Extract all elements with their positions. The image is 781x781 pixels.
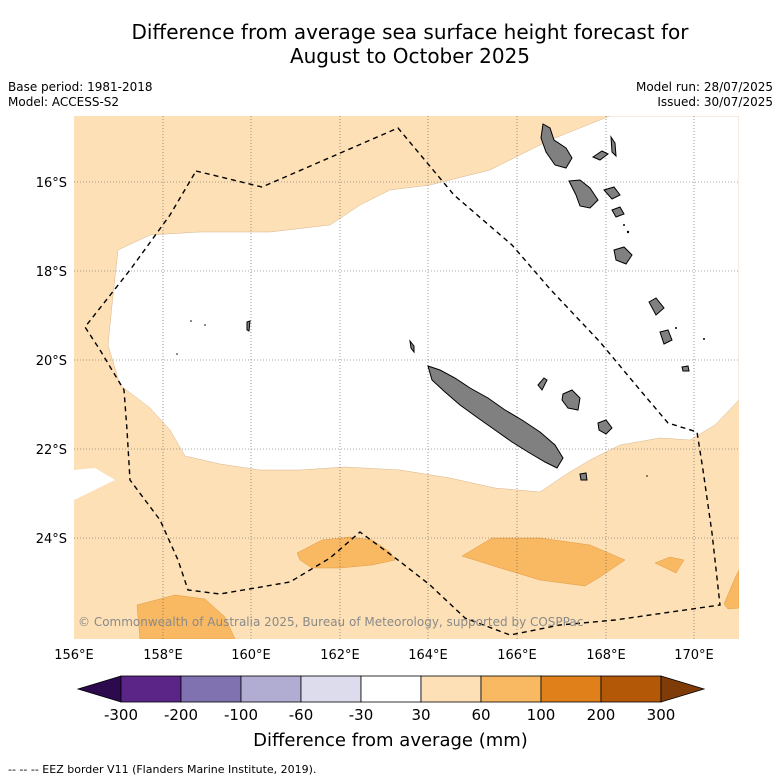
colorbar-swatch-6 <box>420 675 482 703</box>
map-title: Difference from average sea surface heig… <box>60 20 760 68</box>
islet-2 <box>623 224 625 226</box>
meta-left: Base period: 1981-2018 Model: ACCESS-S2 <box>8 80 153 110</box>
vanuatu-erromango <box>648 297 665 316</box>
vanuatu-tanna <box>659 329 673 345</box>
islet-1 <box>626 230 630 234</box>
lat-label-18s: 18°S <box>36 265 67 280</box>
lon-label-166e: 166°E <box>497 648 537 663</box>
colorbar-swatch-7 <box>480 675 542 703</box>
colorbar-ticks: -300 -200 -100 -60 -30 30 60 100 200 300 <box>104 706 675 724</box>
loyalty-island-lifou <box>561 389 581 411</box>
colorbar-swatch-8 <box>540 675 602 703</box>
anomaly-band-near-zero-2 <box>74 468 115 500</box>
colorbar-tick-4: -60 <box>289 706 314 724</box>
model-name: Model: ACCESS-S2 <box>8 95 120 109</box>
vanuatu-efate <box>613 246 633 265</box>
anomaly-band-60-100-c <box>654 556 685 574</box>
anomaly-band-60-100-e <box>136 594 236 639</box>
vanuatu-aneityum <box>681 365 690 372</box>
islet-7 <box>176 353 178 355</box>
colorbar-tick-8: 100 <box>527 706 556 724</box>
title-line-1: Difference from average sea surface heig… <box>131 20 689 44</box>
colorbar-swatch-1 <box>120 675 182 703</box>
eez-legend-note: -- -- -- EEZ border V11 (Flanders Marine… <box>8 763 317 776</box>
lon-label-162e: 162°E <box>320 648 360 663</box>
isle-of-pines <box>579 472 588 481</box>
colorbar-over-arrow <box>660 675 706 703</box>
lon-label-158e: 158°E <box>143 648 183 663</box>
islet-3 <box>675 327 677 329</box>
model-run: Model run: 28/07/2025 <box>635 80 773 94</box>
lon-label-164e: 164°E <box>408 648 448 663</box>
anomaly-band-60-100-a <box>296 536 396 569</box>
meta-right: Model run: 28/07/2025 Issued: 30/07/2025 <box>636 80 773 110</box>
lon-label-160e: 160°E <box>231 648 271 663</box>
lon-label-170e: 170°E <box>674 648 714 663</box>
lat-label-24s: 24°S <box>36 532 67 547</box>
islet-4 <box>703 338 705 340</box>
vanuatu-ambae <box>591 150 609 161</box>
lat-label-16s: 16°S <box>36 176 67 191</box>
vanuatu-espiritu-santo <box>540 123 573 169</box>
map-area: © Commonwealth of Australia 2025, Bureau… <box>74 116 739 639</box>
islet-5 <box>190 320 192 322</box>
colorbar-swatch-2 <box>180 675 242 703</box>
colorbar-tick-6: 30 <box>411 706 430 724</box>
vanuatu-malekula <box>568 179 599 209</box>
title-line-2: August to October 2025 <box>289 44 531 68</box>
base-period: Base period: 1981-2018 <box>8 80 153 94</box>
chesterfield-reef <box>246 320 251 332</box>
colorbar-tick-10: 300 <box>647 706 676 724</box>
colorbar-tick-7: 60 <box>471 706 490 724</box>
colorbar <box>76 675 706 703</box>
latitude-labels: 16°S 18°S 20°S 22°S 24°S <box>36 176 67 547</box>
colorbar-tick-3: -100 <box>224 706 258 724</box>
loyalty-island-ouvea <box>537 377 548 391</box>
colorbar-tick-2: -200 <box>164 706 198 724</box>
colorbar-swatch-5 <box>360 675 422 703</box>
vanuatu-maewo <box>610 135 617 158</box>
lon-label-156e: 156°E <box>54 648 94 663</box>
colorbar-swatch-3 <box>240 675 302 703</box>
lat-label-20s: 20°S <box>36 354 67 369</box>
vanuatu-pentecost <box>603 186 621 200</box>
belep-islands <box>409 339 415 354</box>
colorbar-under-arrow <box>76 675 122 703</box>
colorbar-tick-9: 200 <box>587 706 616 724</box>
issued-date: Issued: 30/07/2025 <box>657 95 773 109</box>
map-gridlines <box>74 116 739 639</box>
lat-label-22s: 22°S <box>36 443 67 458</box>
colorbar-tick-1: -300 <box>104 706 138 724</box>
new-caledonia-main-island <box>427 365 564 469</box>
colorbar-tick-5: -30 <box>349 706 374 724</box>
vanuatu-epi <box>611 206 625 218</box>
eez-border <box>84 127 721 636</box>
lon-label-168e: 168°E <box>586 648 626 663</box>
colorbar-title: Difference from average (mm) <box>253 730 528 751</box>
islet-8 <box>646 475 648 477</box>
anomaly-band-60-100-d <box>723 569 739 610</box>
colorbar-swatch-4 <box>300 675 362 703</box>
islet-6 <box>204 324 206 326</box>
copyright-notice: © Commonwealth of Australia 2025, Bureau… <box>78 615 583 629</box>
longitude-labels: 156°E 158°E 160°E 162°E 164°E 166°E 168°… <box>54 648 714 663</box>
loyalty-island-mare <box>597 419 613 435</box>
colorbar-swatch-9 <box>600 675 662 703</box>
